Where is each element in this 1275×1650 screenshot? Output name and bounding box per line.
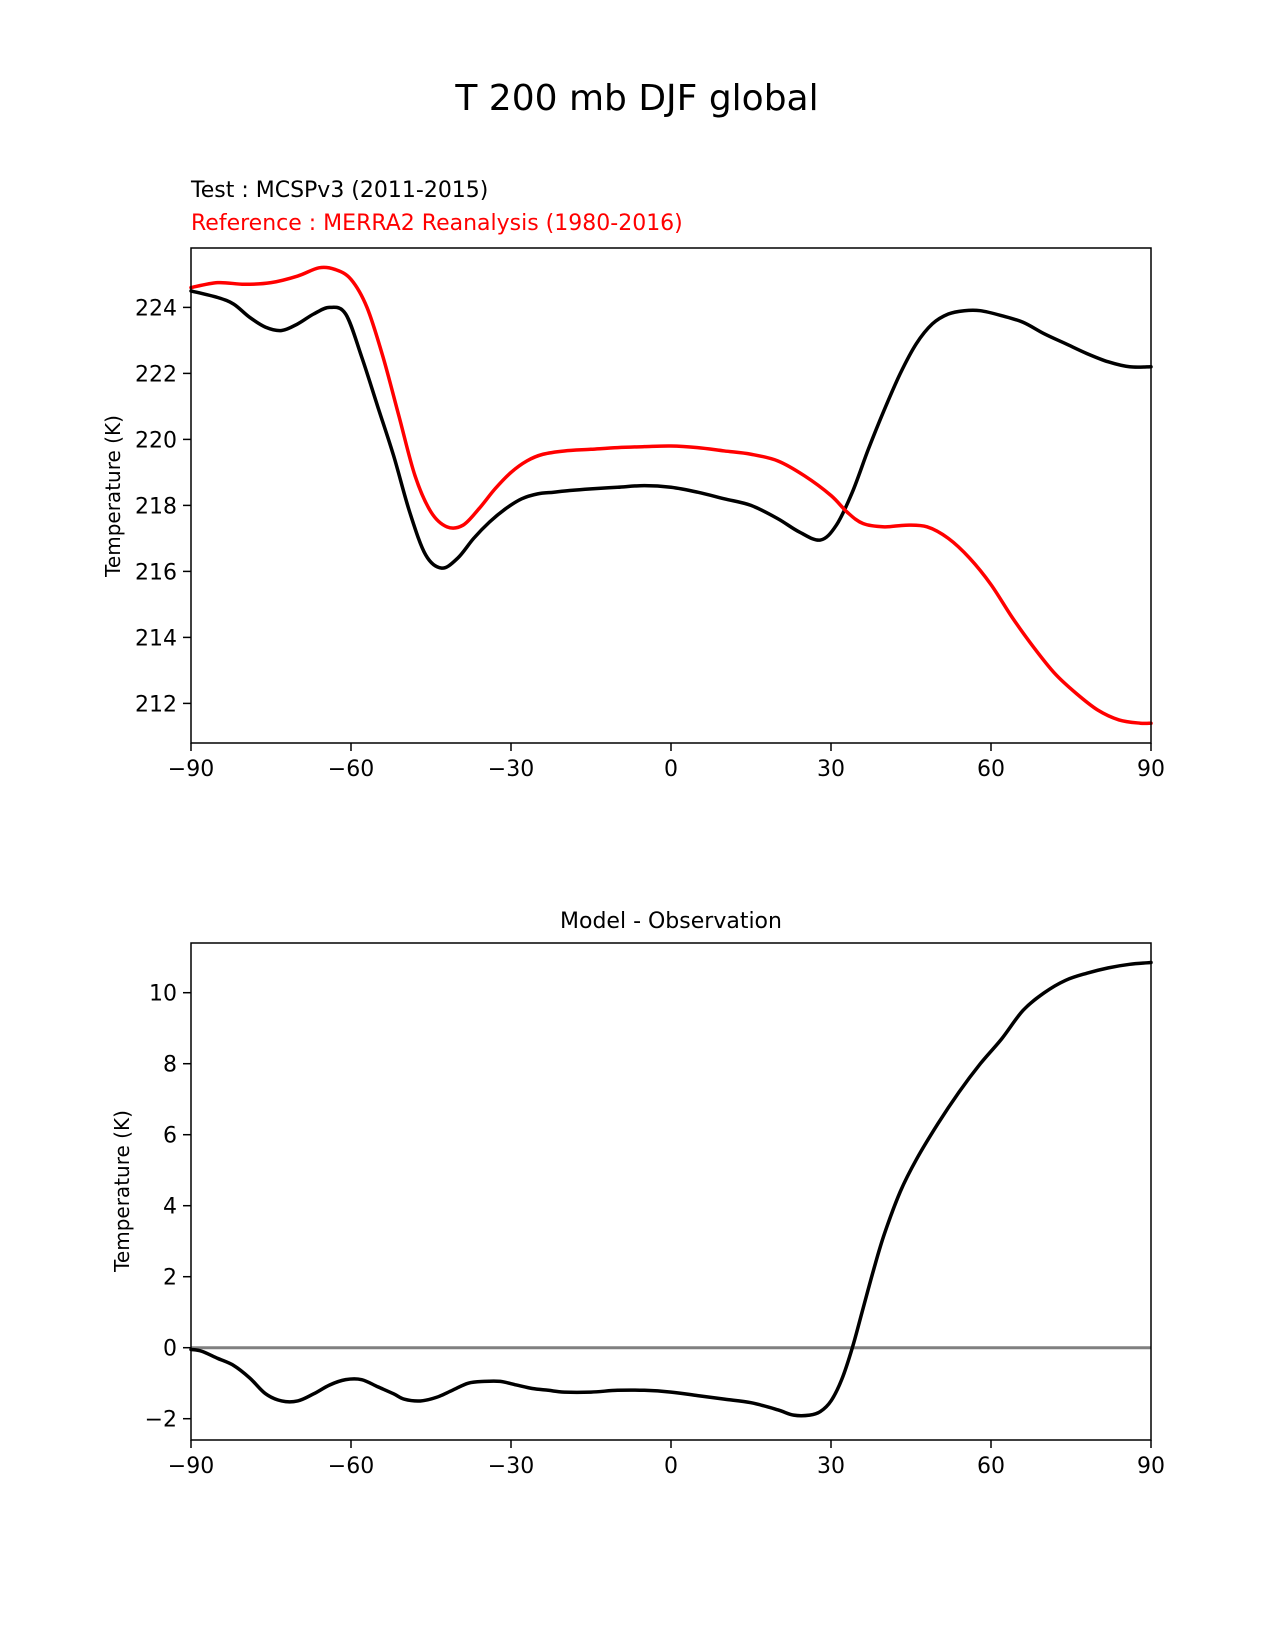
bottom-panel-title: Model - Observation: [560, 909, 782, 934]
top-y-tick-label: 222: [135, 362, 177, 387]
bottom-y-axis-label: Temperature (K): [110, 1110, 134, 1273]
top-x-tick-label: −30: [488, 757, 534, 782]
bottom-panel: Model - Observation −90 −60 −30 0 30 60 90 −2 0 2…: [110, 909, 1165, 1479]
bottom-x-tick-label: 0: [664, 1454, 678, 1479]
top-x-tick-label: −90: [168, 757, 214, 782]
bottom-y-tick-label: 6: [163, 1124, 177, 1149]
bottom-x-tick-label: 60: [977, 1454, 1005, 1479]
figure-title: T 200 mb DJF global: [454, 78, 818, 119]
bottom-y-tick-label: 8: [163, 1053, 177, 1078]
top-y-tick-label: 224: [135, 296, 177, 321]
bottom-x-tick-label: −30: [488, 1454, 534, 1479]
top-y-tick-label: 212: [135, 692, 177, 717]
top-series-line-0: [189, 289, 1153, 570]
top-x-tick-label: 0: [664, 757, 678, 782]
top-y-tick-label: 220: [135, 428, 177, 453]
top-y-tick-label: 216: [135, 560, 177, 585]
top-x-tick-label: 90: [1137, 757, 1165, 782]
bottom-lines: [189, 960, 1153, 1418]
legend-reference-label: Reference : MERRA2 Reanalysis (1980-2016…: [191, 211, 683, 236]
bottom-ticks: −90 −60 −30 0 30 60 90 −2 0 2 4 6 8 10: [145, 982, 1165, 1479]
top-panel: Test : MCSPv3 (2011-2015) Reference : ME…: [101, 178, 1165, 782]
top-x-tick-label: 60: [977, 757, 1005, 782]
top-y-tick-label: 214: [135, 626, 177, 651]
bottom-x-tick-label: 30: [817, 1454, 845, 1479]
top-x-tick-label: 30: [817, 757, 845, 782]
bottom-y-tick-label: 2: [163, 1266, 177, 1291]
bottom-y-tick-label: −2: [145, 1408, 177, 1433]
top-plot-frame: [190, 247, 1152, 744]
top-series-line-1: [189, 265, 1153, 726]
top-lines: [189, 265, 1153, 726]
bottom-y-tick-label: 0: [163, 1337, 177, 1362]
bottom-x-tick-label: 90: [1137, 1454, 1165, 1479]
top-ticks: −90 −60 −30 0 30 60 90 212 214 216 218 220 222 224: [135, 296, 1165, 782]
bottom-x-tick-label: −60: [328, 1454, 374, 1479]
bottom-plot-frame: [190, 942, 1152, 1441]
bottom-y-tick-label: 4: [163, 1195, 177, 1220]
top-y-axis-label: Temperature (K): [101, 415, 125, 578]
top-x-tick-label: −60: [328, 757, 374, 782]
top-y-tick-label: 218: [135, 494, 177, 519]
bottom-x-tick-label: −90: [168, 1454, 214, 1479]
bottom-y-tick-label: 10: [149, 982, 177, 1007]
legend-test-label: Test : MCSPv3 (2011-2015): [190, 178, 488, 203]
bottom-series-line-0: [189, 960, 1153, 1418]
